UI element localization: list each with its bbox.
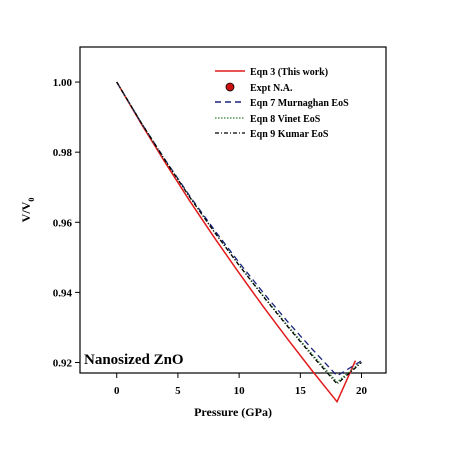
legend-label-eqn8: Eqn 8 Vinet EoS xyxy=(250,114,321,125)
x-tick-label-0: 0 xyxy=(114,385,120,397)
series-line-0 xyxy=(116,81,357,404)
y-tick-label-1: 0.94 xyxy=(53,287,73,299)
y-axis-label-main: V/V xyxy=(19,201,33,222)
series-line-2 xyxy=(116,81,362,377)
y-tick-label-2: 0.96 xyxy=(53,217,73,229)
legend-label-expt: Expt N.A. xyxy=(250,83,293,94)
legend-label-eqn3: Eqn 3 (This work) xyxy=(250,67,328,78)
x-axis-label: Pressure (GPa) xyxy=(194,405,272,419)
legend-label-eqn7: Eqn 7 Murnaghan EoS xyxy=(250,98,349,109)
x-tick-label-20: 20 xyxy=(356,385,368,397)
series-layer xyxy=(116,81,362,404)
y-axis-label: V/V0 xyxy=(19,198,36,223)
y-tick-label-0: 0.92 xyxy=(53,357,73,369)
legend: Eqn 3 (This work) Expt N.A. Eqn 7 Murnag… xyxy=(215,67,349,140)
y-tick-label-4: 1.00 xyxy=(53,77,73,89)
y-tick-label-3: 0.98 xyxy=(53,147,73,159)
axis-ticks: 0 5 10 15 20 0.92 0.94 0.96 0.98 1.00 xyxy=(53,77,368,397)
plot-frame xyxy=(79,46,387,374)
y-axis-label-subscript: 0 xyxy=(27,198,36,202)
x-tick-label-15: 15 xyxy=(295,385,307,397)
series-line-4 xyxy=(116,81,362,385)
legend-label-eqn9: Eqn 9 Kumar EoS xyxy=(250,129,329,140)
x-tick-label-10: 10 xyxy=(234,385,246,397)
series-line-3 xyxy=(116,81,362,384)
x-tick-label-5: 5 xyxy=(175,385,181,397)
legend-marker-expt xyxy=(225,82,235,92)
annotation-nanosized-zno: Nanosized ZnO xyxy=(84,352,184,368)
